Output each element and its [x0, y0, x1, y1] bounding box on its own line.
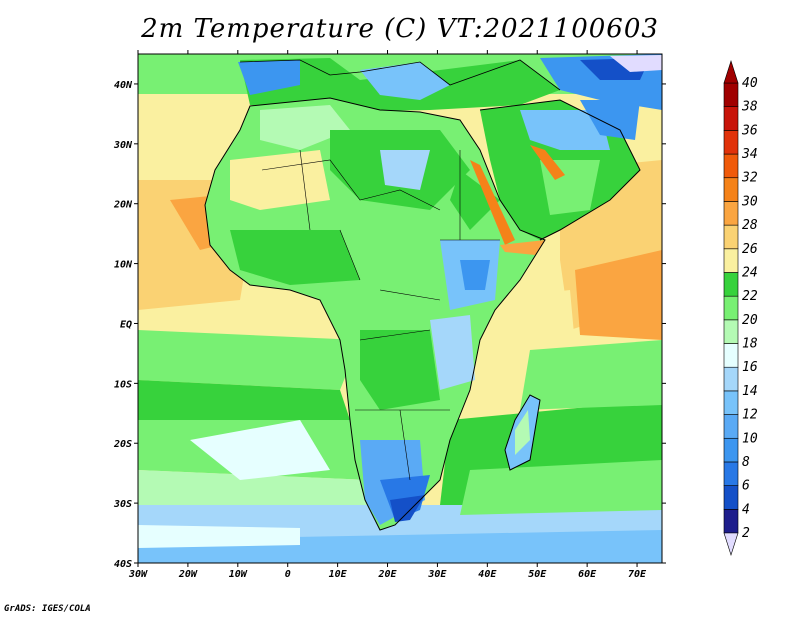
colorbar-swatch — [723, 437, 739, 463]
colorbar-swatch — [723, 201, 739, 226]
colorbar-label: 40 — [742, 76, 758, 91]
colorbar-label: 4 — [742, 502, 750, 517]
colorbar-label: 24 — [742, 265, 758, 280]
colorbar-swatch — [723, 106, 739, 131]
colorbar-label: 2 — [742, 526, 750, 541]
lon-tick-label: 70E — [628, 569, 647, 580]
plot-frame — [137, 53, 663, 564]
colorbar-label: 20 — [742, 313, 758, 328]
grads-credit: GrADS: IGES/COLA — [4, 604, 91, 614]
lon-tick-label: 20W — [178, 569, 198, 580]
lon-tick-label: 10E — [329, 569, 348, 580]
colorbar-label: 14 — [742, 384, 758, 399]
colorbar-label: 18 — [742, 337, 758, 352]
colorbar-label: 10 — [742, 431, 758, 446]
lon-tick-label: 30W — [128, 569, 148, 580]
colorbar-swatch — [723, 366, 739, 392]
lat-tick-label: EQ — [120, 319, 132, 330]
lon-tick-label: 30E — [427, 569, 447, 580]
colorbar-label: 16 — [742, 360, 758, 375]
colorbar-label: 26 — [742, 242, 758, 257]
colorbar-swatch — [723, 295, 739, 321]
colorbar-swatch — [723, 509, 739, 534]
colorbar-swatch — [723, 319, 739, 344]
lat-tick-label: 30N — [113, 140, 133, 151]
lat-tick-label: 40S — [114, 559, 132, 570]
colorbar-over-arrow — [723, 60, 739, 84]
colorbar-label: 32 — [741, 171, 758, 186]
axis-ticks — [134, 50, 666, 567]
colorbar-swatch — [723, 414, 739, 439]
colorbar-swatch — [723, 224, 739, 250]
colorbar-label: 8 — [742, 455, 750, 470]
lon-tick-label: 50E — [528, 569, 547, 580]
lon-tick-label: 40E — [478, 569, 497, 580]
colorbar-label: 30 — [741, 194, 758, 209]
lat-tick-label: 20S — [113, 439, 132, 450]
lat-tick-label: 10S — [114, 379, 132, 390]
colorbar-swatch — [723, 343, 739, 368]
map-title: 2m Temperature (C) VT:2021100603 — [141, 14, 659, 44]
lat-tick-label: 20N — [113, 200, 133, 211]
colorbar-swatch — [723, 461, 739, 486]
colorbar-label: 38 — [741, 100, 758, 115]
lon-tick-label: 20E — [377, 569, 397, 580]
colorbar-swatch — [723, 177, 739, 202]
colorbar-swatch — [723, 130, 739, 155]
colorbar-label: 34 — [741, 147, 758, 162]
colorbar-swatch — [723, 82, 739, 107]
colorbar-label: 36 — [741, 123, 758, 138]
lon-tick-label: 60E — [578, 569, 597, 580]
colorbar-under-arrow — [723, 532, 739, 556]
longitude-labels: 30W 20W 10W 0 10E 20E 30E 40E 50E 60E 70E — [128, 569, 647, 580]
colorbar-swatch — [723, 390, 739, 415]
lat-tick-label: 40N — [114, 80, 133, 91]
colorbar-swatch — [723, 153, 739, 179]
colorbar-label: 6 — [742, 479, 750, 494]
lon-tick-label: 0 — [285, 569, 291, 580]
lat-tick-label: 30S — [113, 499, 132, 510]
temperature-field — [138, 54, 662, 563]
colorbar-label: 28 — [742, 218, 758, 233]
lon-tick-label: 10W — [229, 569, 248, 580]
colorbar-label: 22 — [742, 289, 758, 304]
latitude-labels: 40N 30N 20N 10N EQ 10S 20S 30S 40S — [113, 80, 133, 570]
colorbar-swatch — [723, 272, 739, 297]
colorbar-swatch — [723, 248, 739, 273]
colorbar-swatch — [723, 485, 739, 510]
lat-tick-label: 10N — [114, 260, 133, 271]
colorbar-label: 12 — [742, 408, 758, 423]
